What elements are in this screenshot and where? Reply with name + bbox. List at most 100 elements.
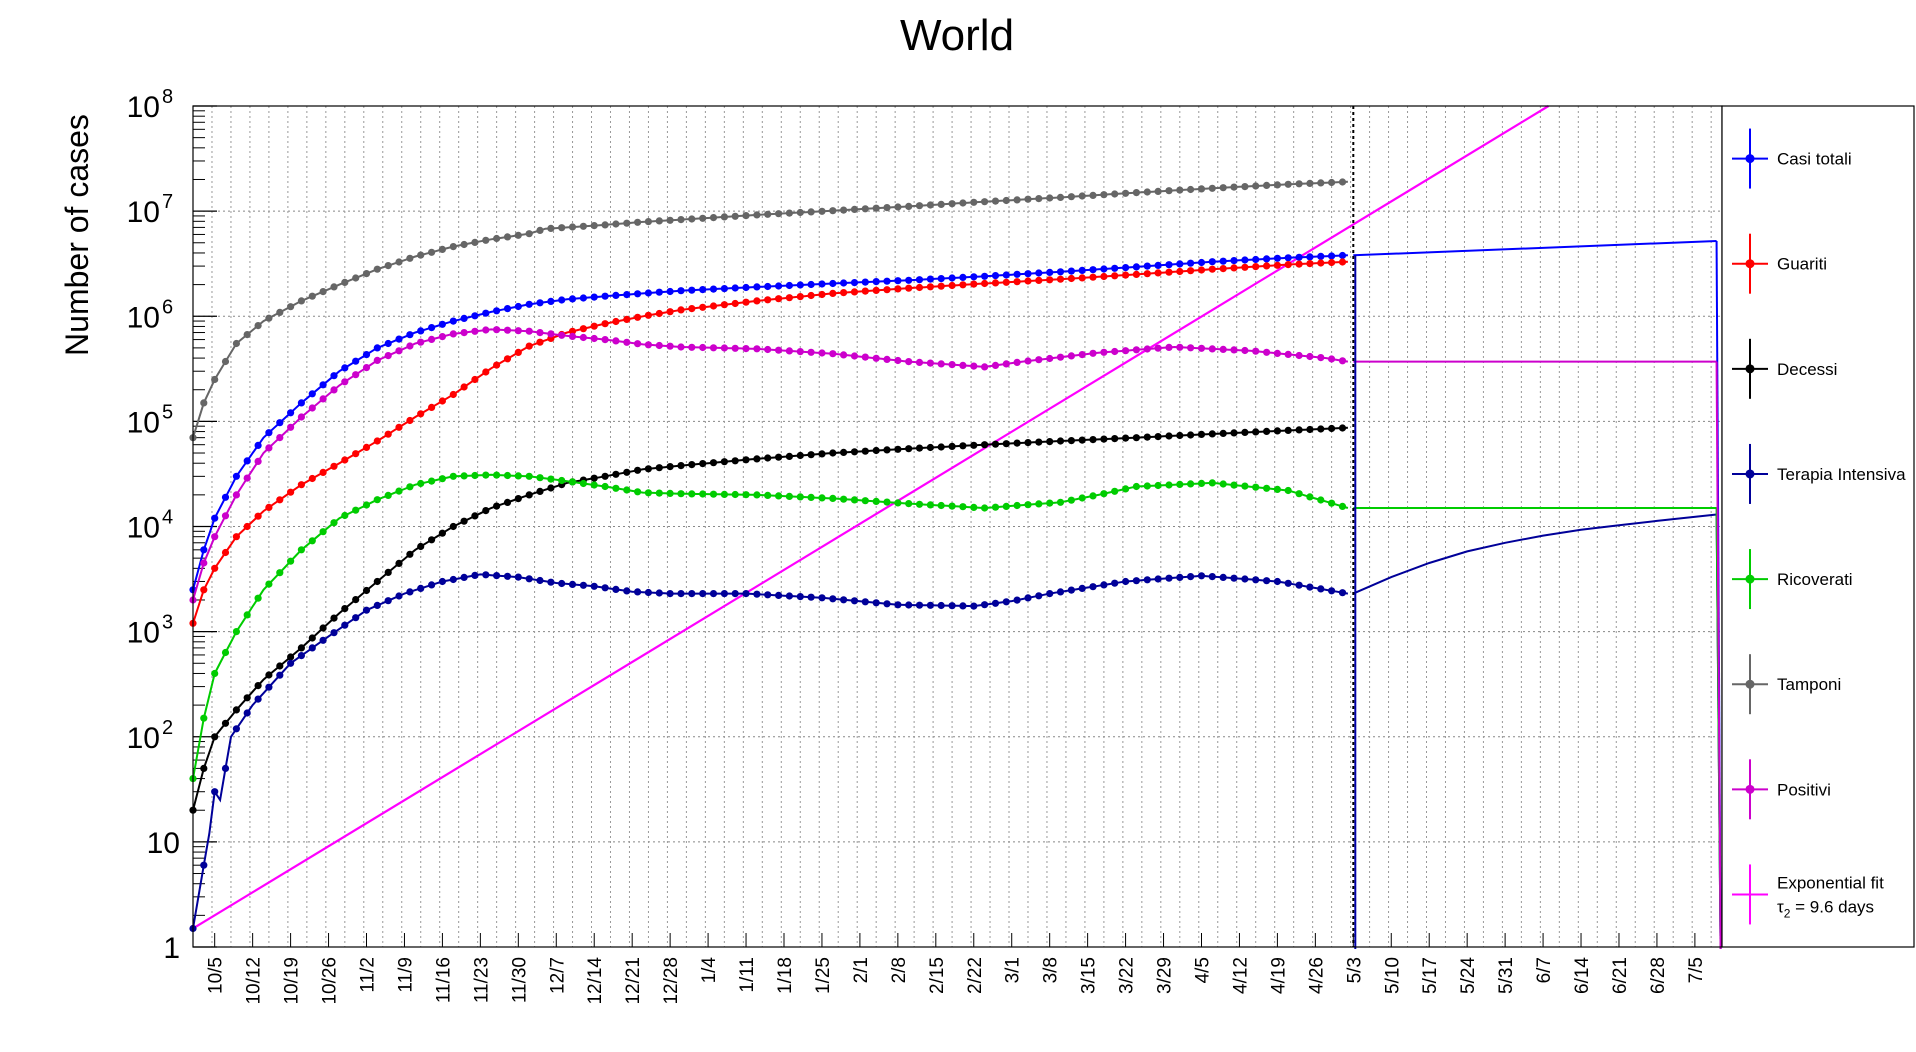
series-point [330,519,338,527]
series-point [1046,354,1054,363]
series-point [482,471,490,479]
series-point [937,443,945,451]
series-point [1197,572,1206,580]
series-point [211,788,219,796]
series-point [482,368,490,376]
series-point [785,592,794,600]
series-point [840,289,848,297]
x-tick-label: 11/2 [358,957,379,993]
series-point [981,601,989,609]
series-point [948,442,956,450]
series-point [1100,581,1108,589]
series-point [840,495,848,503]
x-tick-label: 6/14 [1572,957,1593,994]
series-point [579,222,588,230]
series-point [764,491,772,499]
series-point [373,356,381,364]
series-point [1056,498,1065,506]
x-tick-label: 12/7 [547,957,568,994]
series-point [731,590,739,598]
series-point [991,440,1000,448]
series-point [764,591,772,599]
series-point [417,410,425,418]
series-point [1122,347,1130,355]
series-point [297,481,305,489]
series-point [221,719,230,727]
series-point [850,496,859,504]
series-point [742,456,750,464]
series-point [568,327,577,335]
series-point [1024,270,1032,278]
x-tick-label: 12/14 [585,957,606,1005]
series-point [373,496,381,504]
series-point [775,492,783,500]
series-point [395,347,403,355]
series-point [872,599,880,607]
series-point [254,322,262,330]
series-point [265,671,273,679]
series-point [644,289,653,297]
series-point [1328,424,1336,433]
series-point [558,224,566,232]
series-point [1208,265,1216,273]
series-point [362,606,371,614]
series-point [211,514,219,522]
series-point [232,533,240,541]
series-point [243,709,251,717]
series-point [1230,429,1238,437]
series-point [1122,485,1130,493]
series-point [612,317,620,326]
series-point [395,592,403,600]
series-point [330,283,338,291]
series-point [1306,253,1314,261]
series-point [1176,480,1184,488]
series-point [677,462,685,470]
series-point [894,499,902,507]
grid [192,105,1722,948]
series-point [232,491,240,499]
series-point [1328,252,1336,260]
series-point [1002,196,1010,205]
series-point [1219,257,1227,265]
series-point [568,223,577,231]
x-tick-label: 11/23 [471,957,492,1003]
series-point [211,669,219,678]
series-point [1197,185,1206,193]
series-point [1176,573,1184,582]
series-point [959,199,967,207]
series-point [634,340,642,348]
series-point [829,289,837,297]
series-point [894,356,902,365]
series-point [905,202,913,210]
series-point [1263,427,1271,435]
series-point [265,314,273,322]
series-point [1100,490,1108,498]
series-point [1165,261,1173,269]
series-point [1295,253,1303,261]
series-point [514,495,522,503]
series-point [850,448,859,456]
series-point [1013,596,1021,604]
series-point [406,254,414,262]
series-point [1263,484,1271,492]
series-point [1089,583,1097,591]
series-point [352,450,360,458]
series-point [612,470,620,478]
series-point [482,571,490,579]
series-point [1187,267,1195,275]
series-point [601,472,609,480]
series-point [471,327,479,335]
series-point [1046,590,1054,598]
series-point [341,621,349,629]
series-point [709,490,718,498]
series-point [818,280,826,288]
series-point [1002,502,1010,510]
series-point [905,601,913,609]
series-point [709,214,718,222]
series-point [829,449,837,457]
series-point [742,345,750,353]
series-point [775,591,783,600]
y-tick-label: 10 [127,406,160,439]
x-tick-label: 6/28 [1648,957,1669,994]
series-point [525,327,533,335]
